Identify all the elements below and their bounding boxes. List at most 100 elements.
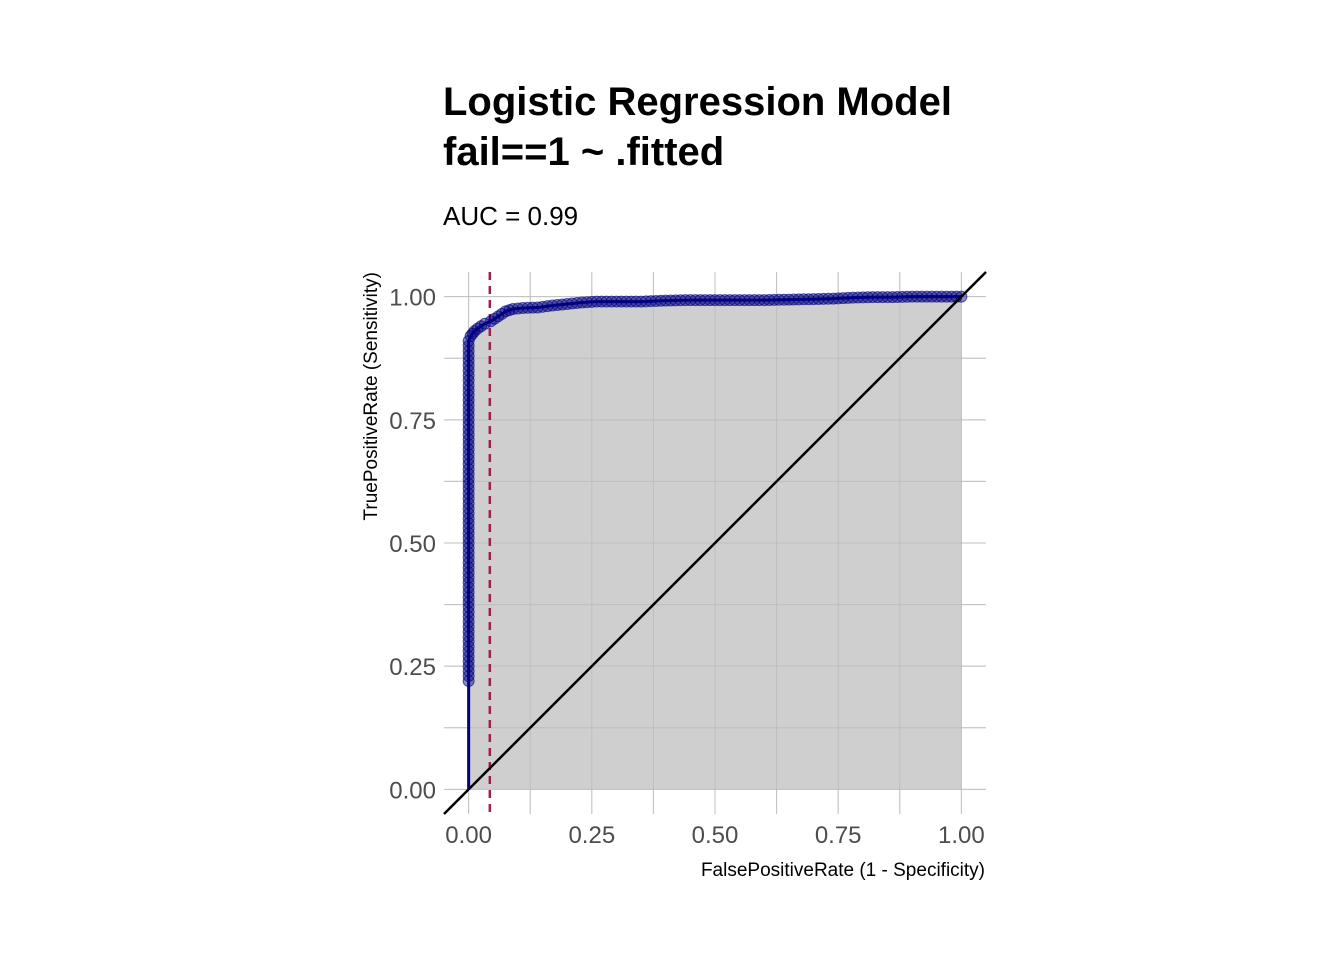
roc-point bbox=[792, 293, 805, 306]
roc-point bbox=[728, 294, 741, 307]
roc-point bbox=[777, 293, 790, 306]
roc-point bbox=[837, 292, 850, 305]
roc-point bbox=[478, 317, 491, 330]
roc-point bbox=[625, 295, 638, 308]
roc-point bbox=[462, 571, 475, 584]
roc-point bbox=[684, 294, 697, 307]
roc-point bbox=[575, 296, 588, 309]
roc-point bbox=[649, 294, 662, 307]
roc-point bbox=[773, 293, 786, 306]
roc-point bbox=[896, 290, 909, 303]
roc-point bbox=[462, 349, 475, 362]
roc-point bbox=[462, 507, 475, 520]
roc-point bbox=[842, 291, 855, 304]
roc-point bbox=[945, 290, 958, 303]
roc-point bbox=[462, 596, 475, 609]
roc-point bbox=[462, 497, 475, 510]
roc-point bbox=[906, 290, 919, 303]
roc-point bbox=[758, 294, 771, 307]
roc-point bbox=[531, 301, 544, 314]
y-tick-label: 0.00 bbox=[389, 777, 436, 804]
diagonal-reference-line bbox=[443, 271, 987, 815]
roc-point bbox=[566, 297, 579, 310]
roc-point bbox=[861, 291, 874, 304]
roc-point bbox=[462, 428, 475, 441]
roc-point bbox=[610, 295, 623, 308]
roc-point bbox=[462, 463, 475, 476]
roc-point bbox=[462, 438, 475, 451]
roc-point bbox=[674, 294, 687, 307]
roc-point bbox=[462, 344, 475, 357]
roc-point bbox=[462, 665, 475, 678]
roc-point bbox=[846, 291, 859, 304]
roc-point bbox=[915, 290, 928, 303]
roc-point bbox=[679, 294, 692, 307]
roc-point bbox=[462, 517, 475, 530]
y-tick-label: 0.25 bbox=[389, 654, 436, 681]
roc-point bbox=[462, 591, 475, 604]
roc-point bbox=[511, 302, 524, 315]
roc-point bbox=[595, 295, 608, 308]
roc-point bbox=[709, 294, 721, 307]
roc-point bbox=[580, 296, 593, 309]
roc-line bbox=[467, 295, 962, 790]
roc-point bbox=[462, 443, 475, 456]
roc-point bbox=[546, 299, 559, 312]
roc-point bbox=[462, 384, 475, 397]
y-axis-title: TruePositiveRate (Sensitivity) bbox=[361, 272, 382, 520]
roc-point bbox=[689, 294, 702, 307]
roc-point bbox=[644, 295, 657, 308]
roc-point bbox=[462, 541, 475, 554]
roc-point bbox=[807, 293, 820, 306]
x-axis-title: FalsePositiveRate (1 - Specificity) bbox=[701, 860, 985, 881]
roc-point bbox=[462, 472, 475, 485]
roc-point bbox=[462, 433, 475, 446]
roc-point bbox=[462, 546, 475, 559]
roc-point bbox=[635, 295, 648, 308]
roc-point bbox=[590, 295, 603, 308]
roc-point bbox=[516, 301, 529, 314]
y-tick-label: 1.00 bbox=[389, 285, 436, 312]
roc-point bbox=[462, 660, 475, 673]
roc-point bbox=[462, 601, 475, 614]
roc-point bbox=[462, 389, 475, 402]
roc-point bbox=[920, 290, 933, 303]
chart-title-line-1: Logistic Regression Model bbox=[443, 80, 952, 124]
roc-point bbox=[462, 522, 475, 535]
roc-point bbox=[881, 291, 894, 304]
roc-point bbox=[694, 294, 707, 307]
roc-point bbox=[600, 295, 613, 308]
roc-point bbox=[462, 468, 475, 481]
roc-point bbox=[462, 551, 475, 564]
roc-point bbox=[506, 302, 519, 315]
roc-point bbox=[462, 512, 475, 525]
roc-point bbox=[561, 298, 574, 311]
roc-point bbox=[462, 423, 475, 436]
chart-title-line-2: fail==1 ~ .fitted bbox=[443, 130, 724, 174]
roc-point bbox=[462, 477, 475, 490]
roc-point bbox=[556, 298, 569, 311]
roc-point bbox=[462, 492, 475, 505]
x-tick-label: 1.00 bbox=[938, 822, 985, 849]
roc-point bbox=[925, 290, 938, 303]
roc-point bbox=[851, 291, 864, 304]
roc-point bbox=[462, 674, 475, 687]
roc-point bbox=[797, 293, 810, 306]
x-tick-label: 0.50 bbox=[692, 822, 739, 849]
roc-point bbox=[462, 374, 475, 387]
roc-point bbox=[462, 605, 475, 618]
roc-point bbox=[462, 670, 475, 683]
roc-series bbox=[443, 271, 987, 815]
roc-point bbox=[462, 413, 475, 426]
roc-point bbox=[733, 294, 746, 307]
roc-point bbox=[541, 300, 554, 313]
roc-point bbox=[462, 625, 475, 638]
roc-point bbox=[462, 620, 475, 633]
roc-point bbox=[462, 458, 475, 471]
roc-point bbox=[654, 294, 667, 307]
roc-point bbox=[743, 294, 756, 307]
roc-point bbox=[615, 295, 628, 308]
roc-point bbox=[462, 418, 475, 431]
roc-point bbox=[462, 586, 475, 599]
roc-point bbox=[630, 295, 643, 308]
